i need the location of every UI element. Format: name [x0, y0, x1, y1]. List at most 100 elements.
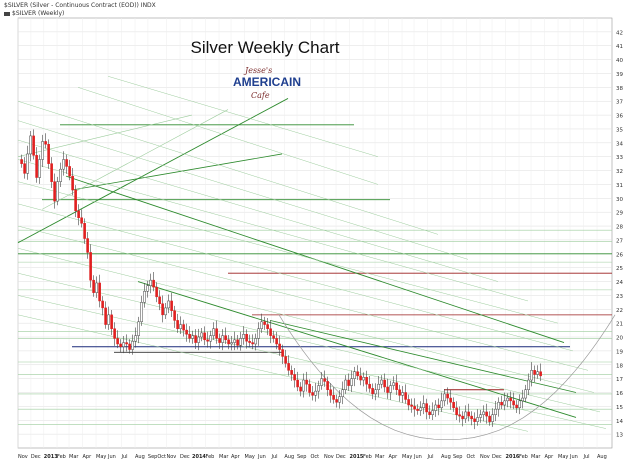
candle-up — [464, 411, 467, 420]
candle-down — [368, 383, 371, 389]
chart-title: Silver Weekly Chart — [190, 38, 340, 57]
x-tick-label: SepOct — [148, 454, 166, 460]
x-tick-label: Feb — [57, 454, 66, 460]
x-tick-label: Sep — [453, 454, 462, 460]
candle-up — [56, 181, 59, 202]
candle-up — [353, 371, 356, 379]
candle-down — [116, 338, 119, 345]
x-tick-label: May — [402, 454, 412, 460]
candle-up — [59, 168, 62, 182]
x-tick-label: Nov — [324, 454, 334, 460]
candle-up — [230, 342, 233, 345]
x-tick-label: Aug — [441, 454, 451, 460]
candle-down — [23, 163, 26, 174]
x-tick-label: Nov — [18, 454, 28, 460]
trendline — [41, 109, 229, 210]
candle-down — [266, 324, 269, 329]
candle-down — [467, 411, 470, 417]
candle-down — [446, 393, 449, 399]
candle-up — [209, 335, 212, 342]
candle-down — [275, 338, 278, 345]
candle-up — [122, 342, 125, 347]
y-tick-label: 16 — [616, 391, 623, 397]
x-tick-label: Aug — [597, 454, 607, 460]
x-tick-label: 2015 — [350, 454, 364, 460]
x-tick-label: Dec — [492, 454, 502, 460]
y-tick-label: 40 — [616, 58, 623, 64]
candle-down — [269, 328, 272, 336]
candle-down — [224, 335, 227, 341]
candle-down — [278, 343, 281, 350]
y-tick-label: 32 — [616, 169, 623, 175]
candle-down — [473, 418, 476, 422]
trendline — [17, 120, 469, 260]
x-tick-label: Oct — [311, 454, 320, 460]
candle-up — [134, 335, 137, 342]
x-tick-label: Apr — [83, 454, 93, 460]
candle-up — [479, 414, 482, 418]
x-tick-label: Sep — [297, 454, 306, 460]
candle-up — [350, 378, 353, 386]
candle-down — [437, 404, 440, 409]
logo-line-jesses: Jesse's — [245, 66, 273, 75]
candle-up — [341, 389, 344, 397]
x-tick-label: Mar — [219, 454, 229, 460]
y-tick-label: 39 — [616, 72, 623, 78]
candle-up — [497, 401, 500, 410]
candle-down — [215, 328, 218, 339]
x-tick-label: Nov — [480, 454, 490, 460]
x-tick-label: Jul — [427, 454, 434, 460]
candle-down — [248, 340, 251, 343]
trendline — [17, 114, 193, 158]
trendline — [17, 225, 589, 371]
candle-up — [140, 302, 143, 323]
y-tick-label: 29 — [616, 211, 623, 217]
candle-down — [83, 223, 86, 239]
x-tick-label: Apr — [389, 454, 399, 460]
symbol-header: $SILVER (Silver - Continuous Contract (E… — [4, 2, 156, 9]
x-tick-label: Aug — [284, 454, 294, 460]
trendline — [17, 100, 439, 235]
candle-up — [344, 379, 347, 390]
candle-down — [119, 343, 122, 347]
x-tick-label: Dec — [31, 454, 41, 460]
x-tick-label: Jun — [257, 454, 266, 460]
y-tick-label: 19 — [616, 349, 623, 355]
candle-down — [245, 334, 248, 342]
candle-up — [143, 291, 146, 303]
candle-down — [77, 210, 80, 218]
candle-up — [221, 335, 224, 343]
candle-down — [71, 175, 74, 191]
candle-down — [113, 328, 116, 339]
candle-up — [314, 390, 317, 396]
x-tick-label: Jul — [583, 454, 590, 460]
candle-up — [338, 396, 341, 403]
x-tick-label: Mar — [69, 454, 79, 460]
candle-up — [524, 389, 527, 399]
candle-down — [188, 334, 191, 339]
candle-up — [392, 382, 395, 386]
candle-down — [533, 370, 536, 375]
candle-down — [92, 279, 95, 293]
candle-down — [86, 238, 89, 253]
candle-up — [389, 385, 392, 393]
candle-down — [101, 300, 104, 309]
candle-down — [329, 389, 332, 396]
y-tick-label: 27 — [616, 238, 623, 244]
candle-down — [110, 314, 113, 329]
candle-down — [194, 335, 197, 343]
y-tick-label: 15 — [616, 405, 623, 411]
candle-up — [521, 397, 524, 402]
x-tick-label: Jul — [271, 454, 278, 460]
candle-down — [509, 397, 512, 402]
y-tick-label: 42 — [616, 30, 623, 36]
candle-up — [257, 328, 260, 339]
candle-down — [173, 310, 176, 321]
candle-down — [20, 159, 23, 164]
candle-down — [293, 374, 296, 381]
candle-down — [470, 415, 473, 420]
y-tick-label: 26 — [616, 252, 623, 258]
candle-up — [29, 135, 32, 155]
candle-up — [212, 328, 215, 336]
